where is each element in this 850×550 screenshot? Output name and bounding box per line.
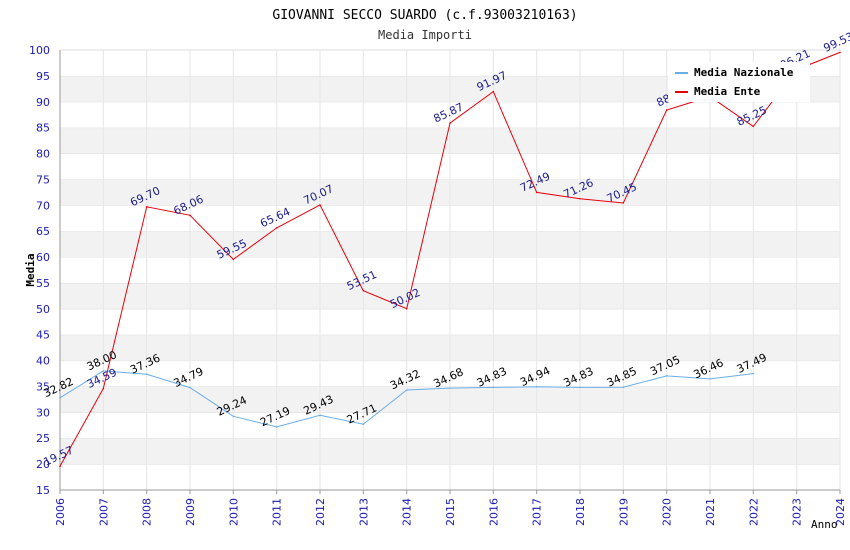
y-tick-label: 35 (36, 380, 50, 393)
x-tick-label: 2018 (574, 498, 587, 526)
data-point (492, 90, 495, 93)
data-point (579, 386, 581, 389)
x-tick-label: 2022 (747, 498, 760, 526)
chart-subtitle: Media Importi (378, 28, 472, 42)
y-tick-label: 75 (36, 173, 50, 186)
legend-label-media-ente: Media Ente (694, 85, 761, 98)
data-point (535, 191, 538, 194)
x-tick-label: 2006 (54, 498, 67, 526)
chart-title: GIOVANNI SECCO SUARDO (c.f.93003210163) (272, 8, 577, 23)
y-tick-label: 70 (36, 199, 50, 212)
data-point (319, 414, 321, 417)
x-tick-label: 2020 (661, 498, 674, 526)
data-point (145, 206, 148, 208)
data-point (189, 386, 191, 389)
data-point (362, 423, 365, 426)
y-tick-label: 85 (36, 122, 50, 135)
y-tick-label: 90 (36, 96, 50, 109)
data-point (839, 51, 841, 54)
x-tick-label: 2013 (357, 498, 370, 526)
data-point (405, 307, 408, 310)
data-point (622, 202, 625, 204)
x-tick-label: 2019 (617, 498, 630, 526)
y-tick-label: 40 (36, 355, 50, 368)
y-tick-label: 80 (36, 148, 50, 161)
data-point (752, 125, 755, 128)
data-point (232, 258, 235, 261)
y-tick-label: 60 (36, 251, 50, 264)
y-axis-ticks: 15 20 25 30 35 40 45 50 55 60 65 70 75 80 85 90 95 100 (29, 44, 50, 497)
y-tick-label: 55 (36, 277, 50, 290)
y-tick-label: 65 (36, 225, 50, 238)
x-tick-label: 2011 (271, 498, 284, 526)
data-point (709, 378, 711, 380)
x-tick-label: 2021 (704, 498, 717, 526)
data-point (362, 289, 365, 292)
y-tick-label: 100 (29, 44, 50, 57)
x-tick-label: 2024 (834, 498, 847, 526)
x-tick-label: 2014 (401, 498, 414, 526)
y-tick-label: 50 (36, 303, 50, 316)
data-point (145, 373, 148, 376)
x-tick-label: 2017 (531, 498, 544, 526)
data-point (102, 370, 105, 372)
grid-bands (59, 49, 841, 490)
y-axis-label: Media (24, 253, 37, 286)
legend-label-media-nazionale: Media Nazionale (694, 66, 794, 79)
x-axis-ticks: 2006 2007 2008 2009 2010 2011 2012 2013 2014 2015… (54, 490, 847, 526)
data-point (405, 389, 408, 391)
x-tick-label: 2007 (97, 498, 110, 526)
y-tick-label: 30 (36, 406, 50, 419)
y-tick-label: 15 (36, 484, 50, 497)
data-point (59, 465, 61, 468)
x-tick-label: 2023 (791, 498, 804, 526)
legend: Media Nazionale Media Ente (668, 62, 810, 102)
data-point (319, 204, 321, 206)
data-point (665, 375, 668, 377)
legend-box (668, 62, 810, 102)
data-point (59, 396, 61, 399)
x-tick-label: 2012 (314, 498, 327, 526)
x-axis-label: Anno (811, 518, 838, 531)
data-point (535, 385, 538, 388)
data-point (665, 109, 668, 111)
x-tick-label: 2008 (141, 498, 154, 526)
data-point (275, 426, 278, 428)
data-point (579, 197, 581, 200)
y-tick-label: 25 (36, 432, 50, 445)
data-point (189, 214, 191, 217)
x-tick-label: 2016 (487, 498, 500, 526)
x-tick-label: 2010 (227, 498, 240, 526)
data-point (102, 387, 105, 390)
data-point (449, 387, 451, 389)
y-tick-label: 45 (36, 329, 50, 342)
data-point (752, 372, 755, 375)
data-point (232, 415, 235, 418)
x-tick-label: 2009 (184, 498, 197, 526)
data-point (275, 227, 278, 229)
y-tick-label: 95 (36, 70, 50, 83)
data-point (492, 386, 495, 389)
x-tick-label: 2015 (444, 498, 457, 526)
data-point (622, 386, 625, 389)
data-point (449, 122, 451, 124)
y-tick-label: 20 (36, 458, 50, 471)
